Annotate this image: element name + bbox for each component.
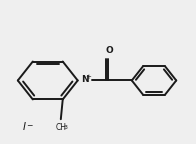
Text: I: I — [23, 122, 26, 132]
Text: +: + — [85, 74, 91, 80]
Text: 3: 3 — [63, 125, 67, 130]
Text: CH: CH — [55, 123, 66, 132]
Text: N: N — [81, 75, 89, 84]
Text: −: − — [26, 121, 33, 130]
Text: O: O — [105, 46, 113, 55]
